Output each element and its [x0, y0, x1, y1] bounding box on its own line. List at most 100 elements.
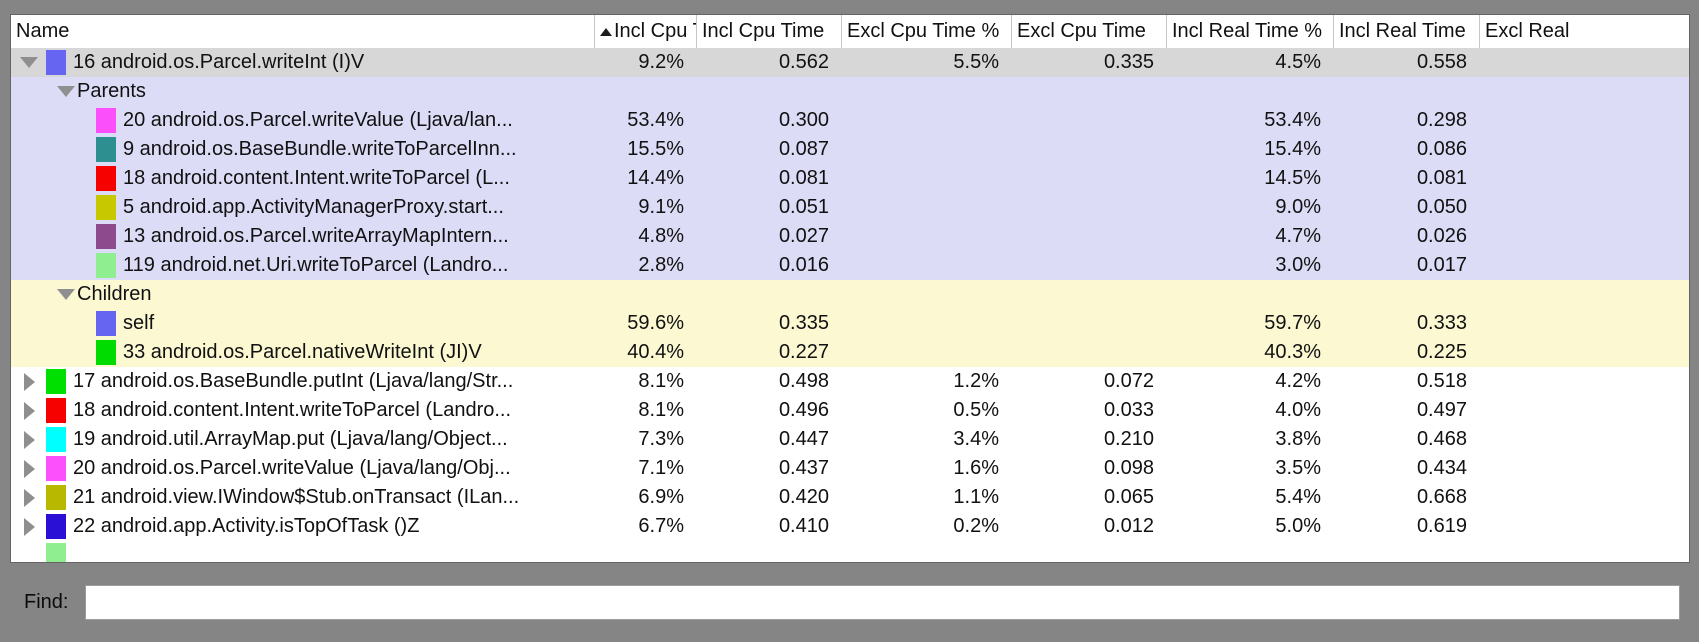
table-row[interactable]: 33 android.os.Parcel.nativeWriteInt (JI)… [11, 338, 1689, 367]
table-row[interactable]: 19 android.util.ArrayMap.put (Ljava/lang… [11, 425, 1689, 454]
value-cell: 0.027 [778, 225, 829, 247]
value-cell [1011, 77, 1166, 106]
table-row[interactable]: 20 android.os.Parcel.writeValue (Ljava/l… [11, 454, 1689, 483]
expand-arrow-icon[interactable] [19, 57, 39, 68]
value-cell [1011, 193, 1166, 222]
value-cell: 0.072 [1103, 370, 1154, 392]
method-color-swatch [96, 224, 116, 249]
column-header-excl-cpu-time[interactable]: Excl Cpu Time [1011, 15, 1166, 48]
value-cell: 15.4% [1264, 138, 1321, 160]
collapse-arrow-icon[interactable] [19, 430, 39, 449]
value-cell [1479, 77, 1689, 106]
expand-arrow-icon[interactable] [56, 289, 76, 300]
value-cell: 59.6% [627, 312, 684, 334]
column-header-excl-real-time[interactable]: Excl Real [1479, 15, 1689, 48]
triangle-down-icon [57, 289, 75, 300]
column-header-incl-real-time[interactable]: Incl Real Time [1333, 15, 1479, 48]
value-cell: 0.437 [778, 457, 829, 479]
value-cell: 9.2% [638, 51, 684, 73]
value-cell [841, 541, 1011, 562]
table-row[interactable]: 13 android.os.Parcel.writeArrayMapIntern… [11, 222, 1689, 251]
value-cell: 5.5% [953, 51, 999, 73]
table-row[interactable] [11, 541, 1689, 562]
profile-table: Name Incl Cpu Tir Incl Cpu Time Excl Cpu… [10, 14, 1690, 563]
value-cell [1479, 454, 1689, 483]
value-cell: 0.086 [1416, 138, 1467, 160]
find-bar: Find: [0, 585, 1699, 620]
value-cell [1479, 512, 1689, 541]
name-cell: 21 android.view.IWindow$Stub.onTransact … [11, 483, 594, 512]
value-cell: 0.065 [1103, 486, 1154, 508]
value-cell: 0.210 [1103, 428, 1154, 450]
table-row[interactable]: 5 android.app.ActivityManagerProxy.start… [11, 193, 1689, 222]
column-header-incl-real-time-pct[interactable]: Incl Real Time % [1166, 15, 1333, 48]
value-cell: 9.1% [638, 196, 684, 218]
collapse-arrow-icon[interactable] [19, 372, 39, 391]
triangle-down-icon [57, 86, 75, 97]
method-color-swatch [46, 485, 66, 510]
table-row[interactable]: 18 android.content.Intent.writeToParcel … [11, 164, 1689, 193]
column-header-name[interactable]: Name [11, 15, 594, 48]
value-cell: 0.468 [1416, 428, 1467, 450]
method-color-swatch [46, 543, 66, 562]
method-color-swatch [96, 195, 116, 220]
name-cell [11, 541, 594, 562]
table-row[interactable]: 17 android.os.BaseBundle.putInt (Ljava/l… [11, 367, 1689, 396]
value-cell [841, 106, 1011, 135]
name-cell: Children [11, 280, 594, 309]
value-cell [1479, 483, 1689, 512]
value-cell [696, 77, 841, 106]
expand-arrow-icon[interactable] [56, 86, 76, 97]
value-cell [1479, 48, 1689, 77]
table-row[interactable]: 18 android.content.Intent.writeToParcel … [11, 396, 1689, 425]
name-cell: 17 android.os.BaseBundle.putInt (Ljava/l… [11, 367, 594, 396]
value-cell: 0.558 [1416, 51, 1467, 73]
table-row[interactable]: 16 android.os.Parcel.writeInt (I)V 9.2% 0.… [11, 48, 1689, 77]
value-cell: 0.227 [778, 341, 829, 363]
value-cell: 15.5% [627, 138, 684, 160]
method-name: 33 android.os.Parcel.nativeWriteInt (JI)… [123, 341, 482, 363]
column-header-excl-cpu-time-pct[interactable]: Excl Cpu Time % [841, 15, 1011, 48]
value-cell: 5.0% [1275, 515, 1321, 537]
value-cell [841, 338, 1011, 367]
value-cell: 0.026 [1416, 225, 1467, 247]
value-cell [1166, 541, 1333, 562]
value-cell: 53.4% [627, 109, 684, 131]
value-cell: 0.2% [953, 515, 999, 537]
collapse-arrow-icon[interactable] [19, 488, 39, 507]
value-cell: 0.033 [1103, 399, 1154, 421]
section-row[interactable]: Parents [11, 77, 1689, 106]
table-row[interactable]: self 59.6% 0.335 59.7% 0.333 [11, 309, 1689, 338]
value-cell: 0.098 [1103, 457, 1154, 479]
triangle-right-icon [23, 372, 35, 391]
method-name: 5 android.app.ActivityManagerProxy.start… [123, 196, 504, 218]
method-name: 22 android.app.Activity.isTopOfTask ()Z [73, 515, 420, 537]
value-cell: 0.016 [778, 254, 829, 276]
triangle-right-icon [23, 430, 35, 449]
column-header-incl-cpu-time-pct[interactable]: Incl Cpu Tir [594, 15, 696, 48]
value-cell: 7.1% [638, 457, 684, 479]
collapse-arrow-icon[interactable] [19, 459, 39, 478]
name-cell: 20 android.os.Parcel.writeValue (Ljava/l… [11, 106, 594, 135]
value-cell [1479, 338, 1689, 367]
collapse-arrow-icon[interactable] [19, 401, 39, 420]
find-input[interactable] [85, 585, 1680, 620]
section-label: Children [77, 283, 152, 305]
collapse-arrow-icon[interactable] [19, 517, 39, 536]
value-cell [1166, 280, 1333, 309]
value-cell [594, 541, 696, 562]
value-cell: 0.668 [1416, 486, 1467, 508]
section-row[interactable]: Children [11, 280, 1689, 309]
table-row[interactable]: 9 android.os.BaseBundle.writeToParcelInn… [11, 135, 1689, 164]
table-row[interactable]: 119 android.net.Uri.writeToParcel (Landr… [11, 251, 1689, 280]
value-cell [1011, 541, 1166, 562]
table-row[interactable]: 22 android.app.Activity.isTopOfTask ()Z 6… [11, 512, 1689, 541]
method-color-swatch [96, 137, 116, 162]
value-cell: 0.497 [1416, 399, 1467, 421]
name-cell: 13 android.os.Parcel.writeArrayMapIntern… [11, 222, 594, 251]
value-cell: 53.4% [1264, 109, 1321, 131]
table-row[interactable]: 21 android.view.IWindow$Stub.onTransact … [11, 483, 1689, 512]
column-header-label: Incl Real Time [1339, 20, 1466, 42]
table-row[interactable]: 20 android.os.Parcel.writeValue (Ljava/l… [11, 106, 1689, 135]
column-header-incl-cpu-time[interactable]: Incl Cpu Time [696, 15, 841, 48]
